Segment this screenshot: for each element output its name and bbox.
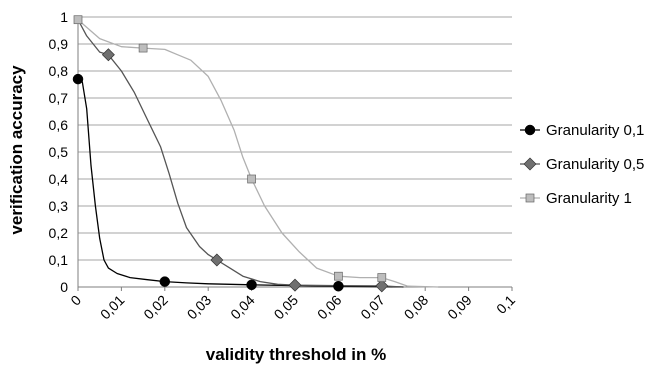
series-2-marker: [334, 271, 343, 281]
x-tick-label: 0,08: [401, 292, 432, 323]
legend-label-0: Granularity 0,1: [546, 122, 644, 139]
x-tick-label: 0,07: [357, 292, 388, 323]
series-1-marker: [375, 279, 389, 293]
legend-marker-0: [524, 124, 536, 136]
series-2-marker: [138, 43, 148, 53]
y-tick-label: 1: [60, 9, 68, 25]
y-tick-label: 0,3: [49, 198, 69, 214]
x-tick-label: 0,01: [97, 292, 128, 323]
x-tick-label: 0,1: [493, 292, 518, 317]
x-tick-label: 0,02: [140, 292, 171, 323]
y-tick-label: 0,2: [49, 225, 69, 241]
y-tick-label: 0,1: [49, 252, 69, 268]
series-markers: [72, 15, 389, 293]
y-tick-label: 0: [60, 279, 68, 295]
x-tick-label: 0,04: [227, 292, 258, 323]
y-tick-labels: 0 0,1 0,2 0,3 0,4 0,5 0,6 0,7 0,8 0,9 1: [49, 9, 69, 295]
series-line-1: [77, 19, 404, 288]
y-axis-label: verification accuracy: [7, 65, 26, 235]
y-tick-label: 0,9: [49, 36, 69, 52]
x-axis-label: validity threshold in %: [206, 345, 386, 364]
legend: Granularity 0,1 Granularity 0,5 Granularit…: [520, 122, 644, 207]
series-0-marker: [159, 276, 171, 287]
series-0-marker: [333, 280, 344, 292]
series-2-marker: [73, 15, 83, 25]
y-tick-label: 0,8: [49, 63, 69, 79]
series-lines: [77, 19, 439, 288]
series-2-marker: [247, 174, 256, 184]
legend-marker-1: [523, 157, 537, 171]
legend-marker-2: [525, 193, 535, 203]
series-0-marker: [72, 73, 84, 85]
y-tick-label: 0,5: [49, 144, 69, 160]
y-tick-label: 0,7: [49, 90, 69, 106]
axes: [77, 17, 513, 291]
x-tick-labels: 0 0,01 0,02 0,03 0,04 0,05 0,06 0,07 0,08 0,09 0,1: [67, 292, 518, 323]
series-2-marker: [377, 273, 387, 282]
series-1-marker: [210, 253, 224, 267]
x-tick-label: 0,03: [184, 292, 215, 323]
series-1-marker: [101, 48, 115, 62]
series-line-2: [77, 19, 439, 288]
series-1-marker: [288, 278, 302, 292]
series-line-0: [77, 78, 404, 288]
x-tick-label: 0: [67, 292, 84, 309]
legend-label-2: Granularity 1: [546, 190, 632, 207]
x-tick-label: 0,05: [271, 292, 302, 323]
legend-label-1: Granularity 0,5: [546, 156, 644, 173]
x-tick-label: 0,09: [444, 292, 475, 323]
y-tick-label: 0,4: [49, 171, 69, 187]
series-0-marker: [246, 279, 257, 291]
x-tick-label: 0,06: [314, 292, 345, 323]
y-tick-label: 0,6: [49, 117, 69, 133]
